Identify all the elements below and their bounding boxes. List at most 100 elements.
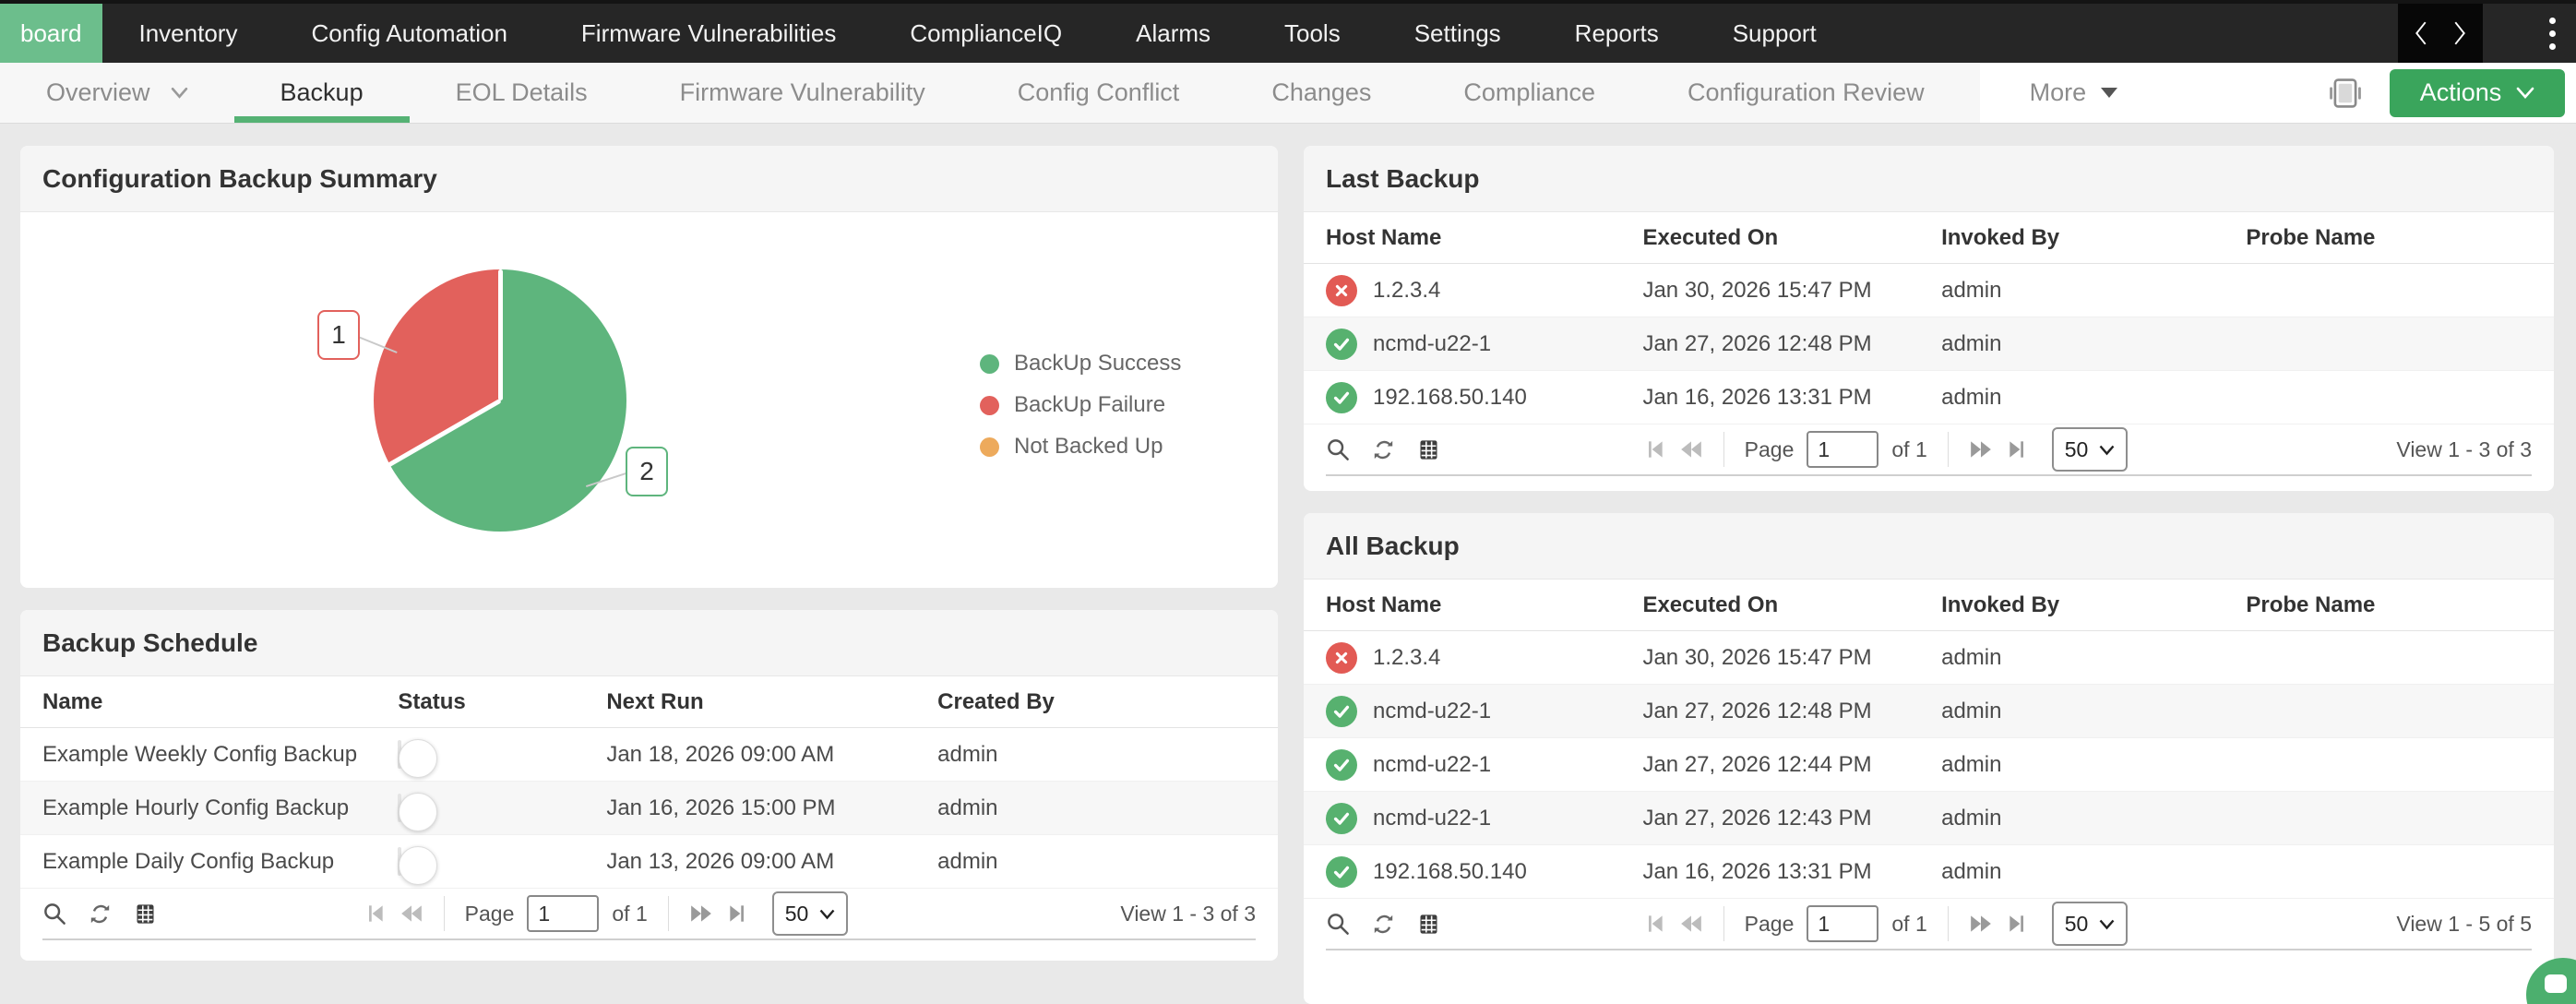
backup-pie-chart[interactable] — [374, 269, 626, 532]
tab-bar: Overview Backup EOL Details Firmware Vul… — [0, 63, 2576, 124]
previous-page-icon[interactable] — [1679, 912, 1703, 936]
chevron-left-icon[interactable] — [2414, 21, 2428, 45]
legend-item-backup-failure[interactable]: BackUp Failure — [980, 392, 1181, 418]
page-number-input[interactable] — [527, 895, 600, 932]
table-row[interactable]: ncmd-u22-1 Jan 27, 2026 12:44 PM admin — [1304, 738, 2554, 792]
panel-title: Last Backup — [1304, 146, 2554, 212]
view-range-label: View 1 - 3 of 3 — [1120, 901, 1256, 926]
nav-item-support[interactable]: Support — [1732, 18, 1817, 47]
invoked-by: admin — [1941, 751, 2002, 777]
executed-on: Jan 27, 2026 12:43 PM — [1642, 805, 1872, 831]
nav-item-settings[interactable]: Settings — [1413, 18, 1501, 47]
last-page-icon[interactable] — [2006, 437, 2030, 461]
legend-dot-red — [980, 395, 999, 415]
table-row[interactable]: Example Daily Config Backup Jan 13, 2026… — [20, 835, 1278, 889]
tab-configuration-review[interactable]: Configuration Review — [1688, 78, 1925, 106]
executed-on: Jan 30, 2026 15:47 PM — [1642, 277, 1872, 303]
table-grid-icon[interactable] — [1416, 437, 1441, 462]
table-row[interactable]: ncmd-u22-1 Jan 27, 2026 12:48 PM admin — [1304, 317, 2554, 371]
nav-item-inventory[interactable]: Inventory — [138, 18, 238, 47]
table-row[interactable]: Example Hourly Config Backup Jan 16, 202… — [20, 782, 1278, 835]
table-row[interactable]: 192.168.50.140 Jan 16, 2026 13:31 PM adm… — [1304, 371, 2554, 424]
first-page-icon[interactable] — [363, 902, 387, 926]
page-size-select[interactable]: 50 — [2051, 427, 2129, 472]
backup-success-icon — [1326, 381, 1357, 413]
table-row[interactable]: ncmd-u22-1 Jan 27, 2026 12:48 PM admin — [1304, 685, 2554, 738]
page-label: Page — [1744, 911, 1795, 936]
backup-success-icon — [1326, 748, 1357, 781]
tab-overview[interactable]: Overview — [0, 63, 234, 123]
nav-item-alarms[interactable]: Alarms — [1136, 18, 1211, 47]
legend-item-not-backed-up[interactable]: Not Backed Up — [980, 434, 1181, 460]
last-page-icon[interactable] — [726, 902, 750, 926]
backup-success-icon — [1326, 328, 1357, 360]
actions-button[interactable]: Actions — [2390, 68, 2565, 117]
nav-item-complianceiq[interactable]: ComplianceIQ — [910, 18, 1063, 47]
page-size-select[interactable]: 50 — [771, 891, 849, 936]
refresh-icon[interactable] — [88, 902, 113, 926]
first-page-icon[interactable] — [1642, 912, 1666, 936]
status-toggle[interactable] — [398, 845, 438, 885]
chat-bubble-icon — [2545, 974, 2567, 993]
tab-changes[interactable]: Changes — [1271, 78, 1372, 106]
panel-title: Backup Schedule — [20, 610, 1278, 676]
top-nav: board Inventory Config Automation Firmwa… — [0, 0, 2576, 63]
next-page-icon[interactable] — [1969, 437, 1993, 461]
table-grid-icon[interactable] — [133, 902, 158, 926]
view-range-label: View 1 - 3 of 3 — [2396, 436, 2532, 461]
chevron-right-icon[interactable] — [2452, 21, 2467, 45]
view-range-label: View 1 - 5 of 5 — [2396, 911, 2532, 936]
next-page-icon[interactable] — [1969, 912, 1993, 936]
table-row[interactable]: ncmd-u22-1 Jan 27, 2026 12:43 PM admin — [1304, 792, 2554, 845]
refresh-icon[interactable] — [1371, 437, 1396, 462]
table-row[interactable]: 1.2.3.4 Jan 30, 2026 15:47 PM admin — [1304, 264, 2554, 317]
tab-config-conflict[interactable]: Config Conflict — [1017, 78, 1180, 106]
table-row[interactable]: Example Weekly Config Backup Jan 18, 202… — [20, 728, 1278, 782]
table-header: Name Status Next Run Created By — [20, 676, 1278, 728]
column-header-probe-name: Probe Name — [2246, 224, 2376, 250]
nav-item-dashboard[interactable]: board — [0, 4, 102, 63]
page-size-select[interactable]: 50 — [2051, 902, 2129, 946]
invoked-by: admin — [1941, 330, 2002, 356]
chevron-down-icon — [2099, 445, 2115, 455]
tab-compliance[interactable]: Compliance — [1463, 78, 1595, 106]
previous-page-icon[interactable] — [400, 902, 423, 926]
executed-on: Jan 27, 2026 12:44 PM — [1642, 751, 1872, 777]
tab-more[interactable]: More — [2015, 63, 2133, 123]
backup-success-icon — [1326, 855, 1357, 888]
nav-item-firmware-vulnerabilities[interactable]: Firmware Vulnerabilities — [580, 18, 837, 47]
first-page-icon[interactable] — [1642, 437, 1666, 461]
table-row[interactable]: 1.2.3.4 Jan 30, 2026 15:47 PM admin — [1304, 631, 2554, 685]
kebab-menu-icon[interactable] — [2544, 12, 2561, 55]
table-grid-icon[interactable] — [1416, 912, 1441, 937]
tab-backup[interactable]: Backup — [233, 63, 410, 123]
executed-on: Jan 16, 2026 13:31 PM — [1642, 858, 1872, 884]
host-name: ncmd-u22-1 — [1373, 751, 1492, 777]
legend-item-backup-success[interactable]: BackUp Success — [980, 351, 1181, 376]
layout-carousel-icon[interactable] — [2321, 69, 2369, 117]
table-row[interactable]: 192.168.50.140 Jan 16, 2026 13:31 PM adm… — [1304, 845, 2554, 899]
invoked-by: admin — [1941, 805, 2002, 831]
status-toggle[interactable] — [398, 792, 438, 831]
search-icon[interactable] — [1326, 437, 1351, 462]
next-run: Jan 16, 2026 15:00 PM — [606, 795, 836, 820]
tab-firmware-vulnerability[interactable]: Firmware Vulnerability — [679, 78, 925, 106]
column-header-invoked-by: Invoked By — [1941, 592, 2060, 617]
page-number-input[interactable] — [1807, 905, 1879, 942]
panel-footer-divider — [1326, 949, 2532, 962]
search-icon[interactable] — [1326, 912, 1351, 937]
status-toggle[interactable] — [398, 738, 438, 778]
nav-item-tools[interactable]: Tools — [1284, 18, 1341, 47]
search-icon[interactable] — [42, 902, 67, 926]
previous-page-icon[interactable] — [1679, 437, 1703, 461]
backup-success-icon — [1326, 802, 1357, 834]
column-header-executed-on: Executed On — [1642, 224, 1779, 250]
tab-eol-details[interactable]: EOL Details — [455, 78, 588, 106]
last-page-icon[interactable] — [2006, 912, 2030, 936]
pagination-bar: Page of 1 50 View 1 - 3 of 3 — [20, 889, 1278, 938]
nav-item-config-automation[interactable]: Config Automation — [311, 18, 507, 47]
page-number-input[interactable] — [1807, 431, 1879, 468]
refresh-icon[interactable] — [1371, 912, 1396, 937]
next-page-icon[interactable] — [689, 902, 713, 926]
nav-item-reports[interactable]: Reports — [1574, 18, 1659, 47]
